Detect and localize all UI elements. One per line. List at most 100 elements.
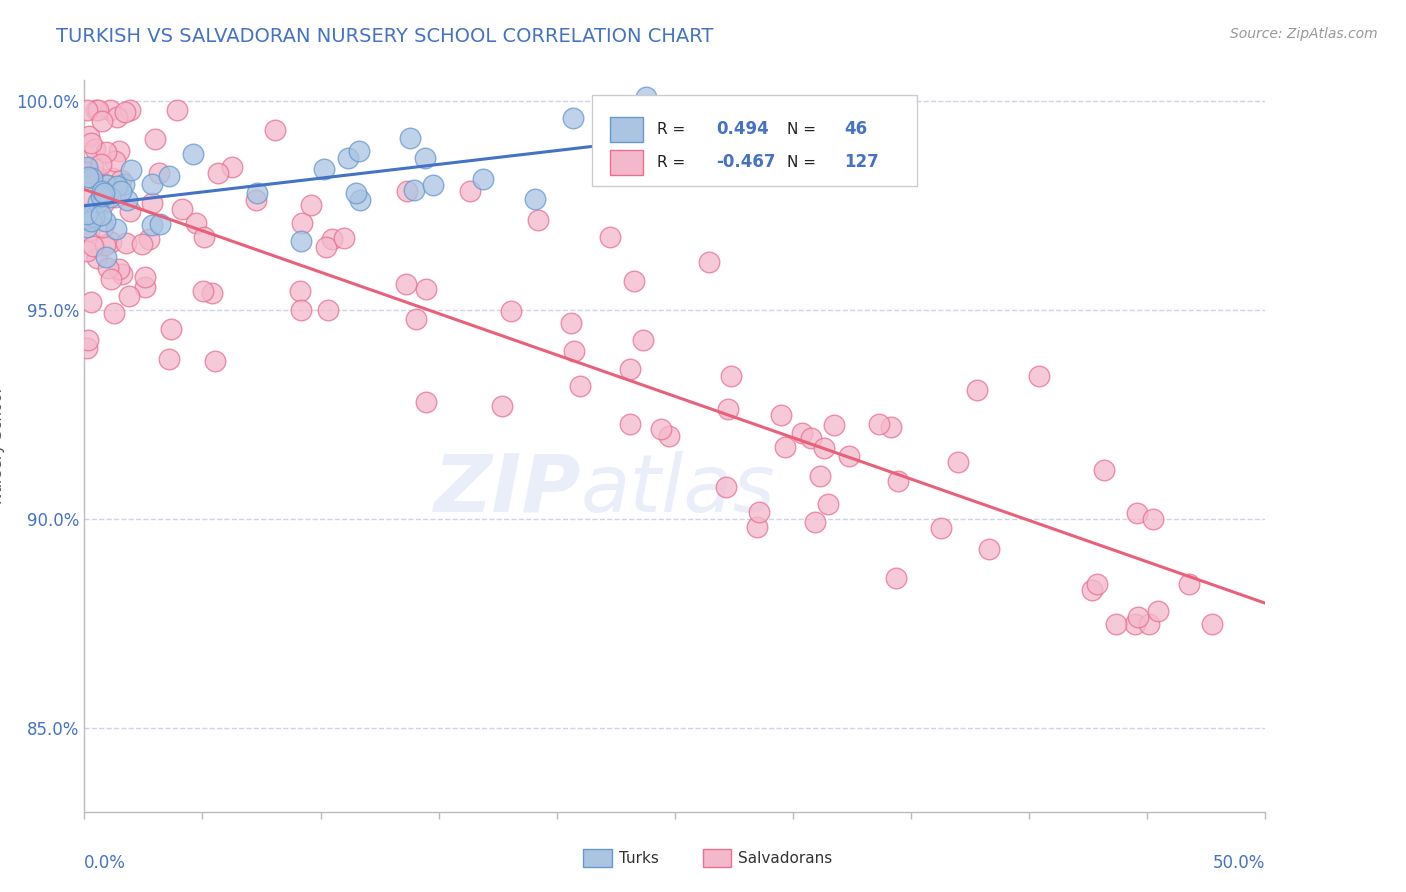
Point (77, 129, 100, 144)
Point (291, 217, 314, 231)
Point (76, 341, 98, 355)
Point (1028, 369, 1050, 384)
Point (773, 440, 796, 454)
Point (800, 431, 823, 445)
Text: TURKISH VS SALVADORAN NURSERY SCHOOL CORRELATION CHART: TURKISH VS SALVADORAN NURSERY SCHOOL COR… (56, 27, 714, 45)
Point (318, 302, 340, 317)
Point (94, 214, 117, 228)
Point (108, 262, 131, 277)
Point (94, 145, 117, 159)
Point (633, 333, 655, 347)
Point (1105, 616, 1128, 631)
Text: R =: R = (657, 154, 690, 169)
Text: ZIP: ZIP (433, 450, 581, 529)
Point (1147, 604, 1170, 618)
Point (76, 103, 98, 117)
Point (650, 421, 672, 435)
Point (747, 520, 769, 534)
Point (415, 394, 437, 409)
Point (141, 178, 163, 192)
Point (100, 235, 122, 249)
Text: Salvadorans: Salvadorans (738, 851, 832, 865)
Point (76, 193, 98, 207)
Point (337, 151, 360, 165)
Point (103, 305, 125, 319)
Point (716, 480, 738, 494)
Text: N =: N = (787, 154, 821, 169)
Point (344, 186, 367, 201)
Point (87, 170, 110, 185)
Bar (610, 117, 643, 142)
Text: Source: ZipAtlas.com: Source: ZipAtlas.com (1230, 27, 1378, 41)
Point (80, 136, 103, 150)
Point (717, 402, 740, 417)
Point (880, 419, 903, 434)
Point (84, 103, 107, 117)
Point (83, 210, 105, 224)
Point (76, 219, 98, 234)
Point (1177, 577, 1199, 591)
Point (82, 159, 104, 173)
Point (76, 207, 98, 221)
Point (395, 184, 418, 198)
Point (77, 223, 100, 237)
Point (91, 113, 114, 128)
Point (143, 132, 166, 146)
Text: atlas: atlas (581, 450, 775, 529)
Point (105, 110, 128, 124)
Point (141, 196, 163, 211)
Point (314, 162, 336, 177)
Point (560, 316, 582, 330)
Text: -0.467: -0.467 (716, 153, 776, 171)
Point (887, 474, 910, 488)
Point (193, 230, 215, 244)
Point (1092, 463, 1115, 477)
Point (264, 123, 287, 137)
Y-axis label: Nursery School: Nursery School (0, 388, 6, 504)
Point (491, 400, 513, 414)
Point (76, 165, 98, 179)
Point (100, 272, 122, 286)
Point (868, 417, 890, 431)
Point (817, 496, 839, 510)
Point (96, 178, 118, 193)
Point (76, 333, 98, 347)
Point (321, 232, 343, 246)
Point (90, 189, 112, 203)
Point (98, 103, 121, 117)
Point (204, 353, 226, 368)
Point (931, 521, 953, 535)
Point (1081, 583, 1104, 598)
Point (1201, 616, 1223, 631)
Point (201, 285, 224, 300)
Point (82, 239, 104, 253)
Point (823, 417, 845, 432)
Point (93, 196, 115, 211)
Point (101, 170, 124, 185)
Point (290, 234, 312, 248)
Point (94, 238, 117, 252)
Point (526, 213, 548, 227)
Point (623, 274, 645, 288)
Point (100, 190, 122, 204)
Point (333, 230, 356, 244)
Point (166, 103, 188, 117)
Point (697, 255, 720, 269)
Point (76, 211, 98, 226)
Text: 46: 46 (844, 120, 868, 138)
Point (91, 219, 114, 234)
Point (395, 277, 418, 291)
Point (1085, 576, 1108, 591)
Point (114, 104, 136, 119)
Point (246, 186, 269, 201)
Point (84, 142, 107, 156)
Text: Turks: Turks (619, 851, 658, 865)
Point (1142, 511, 1164, 525)
Point (80, 295, 103, 310)
Point (769, 409, 792, 423)
Point (1137, 616, 1160, 631)
Point (813, 441, 835, 455)
Point (884, 572, 907, 586)
Point (458, 184, 481, 198)
Point (97, 260, 120, 275)
